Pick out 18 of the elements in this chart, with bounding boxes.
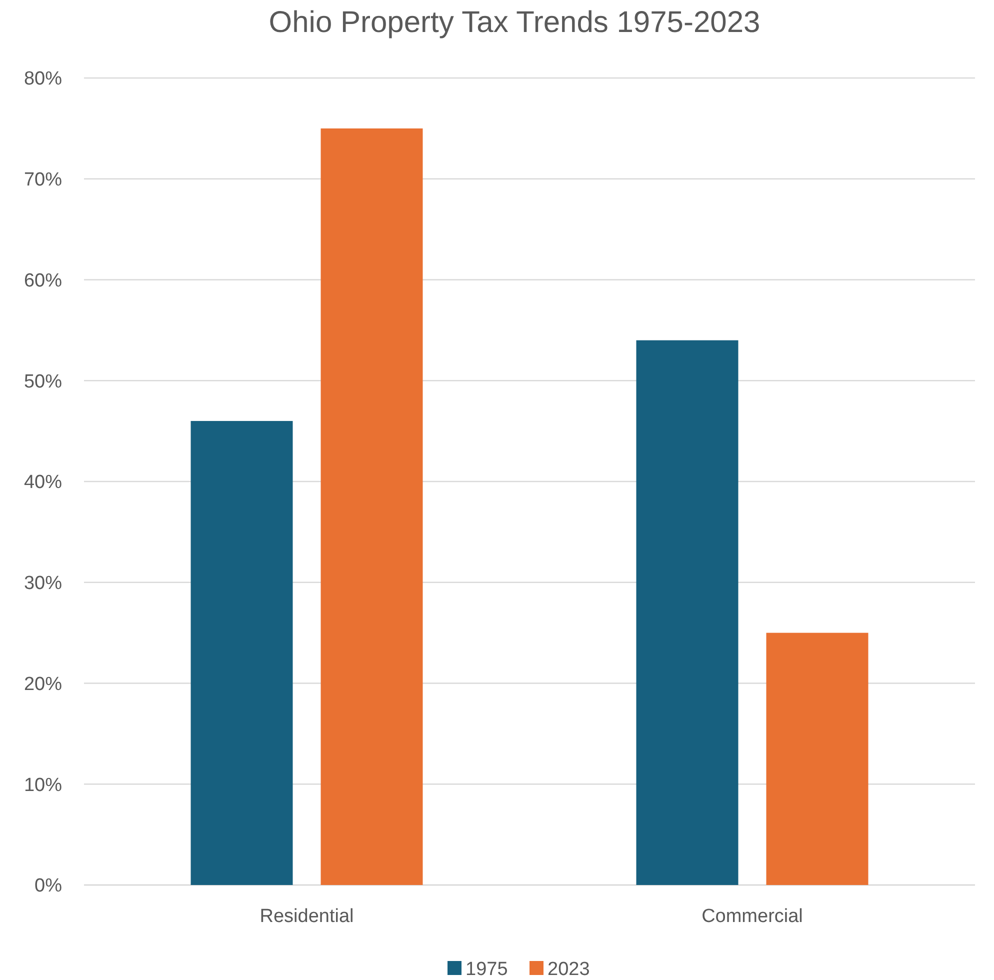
bar: [766, 632, 868, 885]
legend-label: 1975: [466, 959, 508, 980]
y-tick-label: 50%: [24, 371, 62, 392]
bar: [190, 420, 293, 885]
y-tick-label: 80%: [24, 68, 62, 90]
y-tick-label: 70%: [24, 170, 62, 191]
legend-label: 2023: [548, 959, 590, 980]
y-tick-label: 40%: [24, 472, 62, 494]
x-tick-label: Residential: [260, 906, 354, 927]
y-tick-label: 20%: [24, 674, 62, 695]
x-tick-label: Commercial: [702, 906, 803, 927]
chart-title: Ohio Property Tax Trends 1975-2023: [268, 6, 760, 39]
y-tick-label: 30%: [24, 573, 62, 594]
y-tick-label: 0%: [34, 876, 62, 897]
bar: [320, 128, 423, 885]
y-tick-label: 60%: [24, 270, 62, 292]
bar: [636, 340, 738, 885]
y-tick-label: 10%: [24, 774, 62, 796]
